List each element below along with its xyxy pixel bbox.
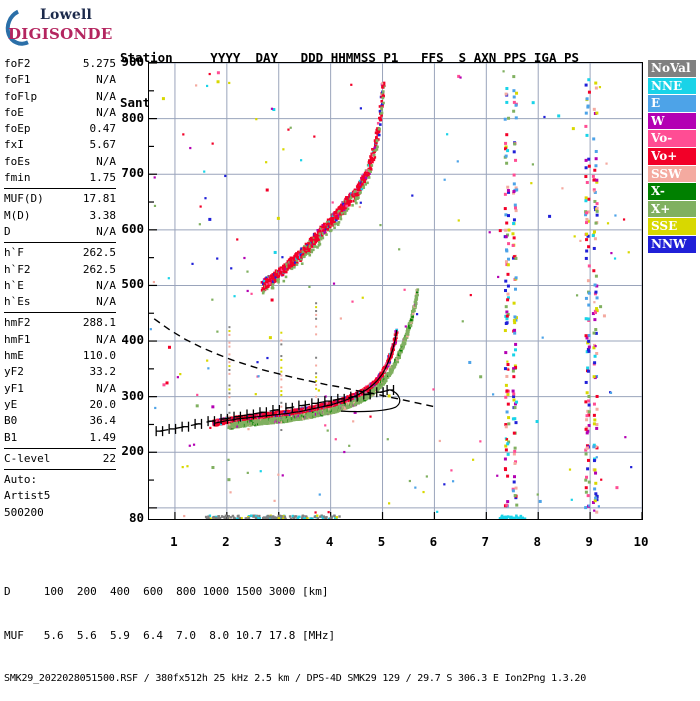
y-tick-500: 500 — [102, 278, 144, 290]
param-key: h`F — [4, 245, 24, 261]
legend-item-x-[interactable]: X+ — [648, 201, 696, 219]
x-tick-6: 6 — [418, 534, 448, 549]
param-key: B0 — [4, 413, 17, 429]
footer-distance-row: D 100 200 400 600 800 1000 1500 3000 [km… — [4, 585, 586, 600]
legend-item-e[interactable]: E — [648, 95, 696, 113]
param-key: foFlp — [4, 89, 37, 105]
ionogram-plot-area[interactable] — [148, 62, 643, 520]
param-key: hmE — [4, 348, 24, 364]
param-key: yF1 — [4, 381, 24, 397]
interference-columns — [150, 70, 633, 519]
y-tick-800: 800 — [102, 112, 144, 124]
x-tick-4: 4 — [315, 534, 345, 549]
param-key: h`F2 — [4, 262, 31, 278]
x-tick-10: 10 — [626, 534, 656, 549]
x-tick-7: 7 — [470, 534, 500, 549]
y-tick-400: 400 — [102, 334, 144, 346]
logo-lowell-text: Lowell — [40, 7, 92, 23]
y-axis-labels: 80 200 300 400 500 600 700 800 900 — [96, 0, 144, 600]
param-key: C-level — [4, 451, 50, 467]
param-key: foF1 — [4, 72, 31, 88]
x-tick-9: 9 — [574, 534, 604, 549]
x-tick-1: 1 — [159, 534, 189, 549]
y-tick-300: 300 — [102, 390, 144, 402]
param-key: hmF2 — [4, 315, 31, 331]
param-key: yE — [4, 397, 17, 413]
param-key: foF2 — [4, 56, 31, 72]
muf-dashed-curve — [154, 319, 434, 407]
legend-item-ssw[interactable]: SSW — [648, 166, 696, 184]
y-tick-200: 200 — [102, 445, 144, 457]
param-key: M(D) — [4, 208, 31, 224]
legend-item-sse[interactable]: SSE — [648, 218, 696, 236]
legend-item-w[interactable]: W — [648, 113, 696, 131]
legend-item-nnw[interactable]: NNW — [648, 236, 696, 254]
ionogram-svg — [149, 63, 642, 519]
y-tick-600: 600 — [102, 223, 144, 235]
param-key: B1 — [4, 430, 17, 446]
param-key: fmin — [4, 170, 31, 186]
param-key: foE — [4, 105, 24, 121]
y-tick-900: 900 — [102, 56, 144, 68]
param-key: hmF1 — [4, 332, 31, 348]
grid-lines — [149, 63, 642, 519]
param-key: fxI — [4, 137, 24, 153]
param-key: foEs — [4, 154, 31, 170]
x-tick-5: 5 — [367, 534, 397, 549]
param-key: MUF(D) — [4, 191, 44, 207]
series-second-hop — [261, 82, 386, 295]
param-key: yF2 — [4, 364, 24, 380]
y-tick-80: 80 — [102, 512, 144, 524]
axis-ticks — [149, 63, 642, 519]
x-tick-2: 2 — [211, 534, 241, 549]
param-key: h`Es — [4, 294, 31, 310]
x-axis-labels: 1 2 3 4 5 6 7 8 9 10 — [0, 530, 700, 550]
x-tick-3: 3 — [263, 534, 293, 549]
legend-item-noval[interactable]: NoVal — [648, 60, 696, 78]
y-tick-700: 700 — [102, 167, 144, 179]
footer-info: D 100 200 400 600 800 1000 1500 3000 [km… — [4, 556, 586, 701]
legend-item-nne[interactable]: NNE — [648, 78, 696, 96]
legend-item-vo-[interactable]: Vo+ — [648, 148, 696, 166]
param-key: foEp — [4, 121, 31, 137]
param-key: D — [4, 224, 11, 240]
param-key: h`E — [4, 278, 24, 294]
footer-muf-row: MUF 5.6 5.6 5.9 6.4 7.0 8.0 10.7 17.8 [M… — [4, 629, 586, 644]
legend-item-vo-[interactable]: Vo- — [648, 130, 696, 148]
footer-file-row: SMK29_2022028051500.RSF / 380fx512h 25 k… — [4, 672, 586, 687]
x-tick-8: 8 — [522, 534, 552, 549]
legend-item-x-[interactable]: X- — [648, 183, 696, 201]
